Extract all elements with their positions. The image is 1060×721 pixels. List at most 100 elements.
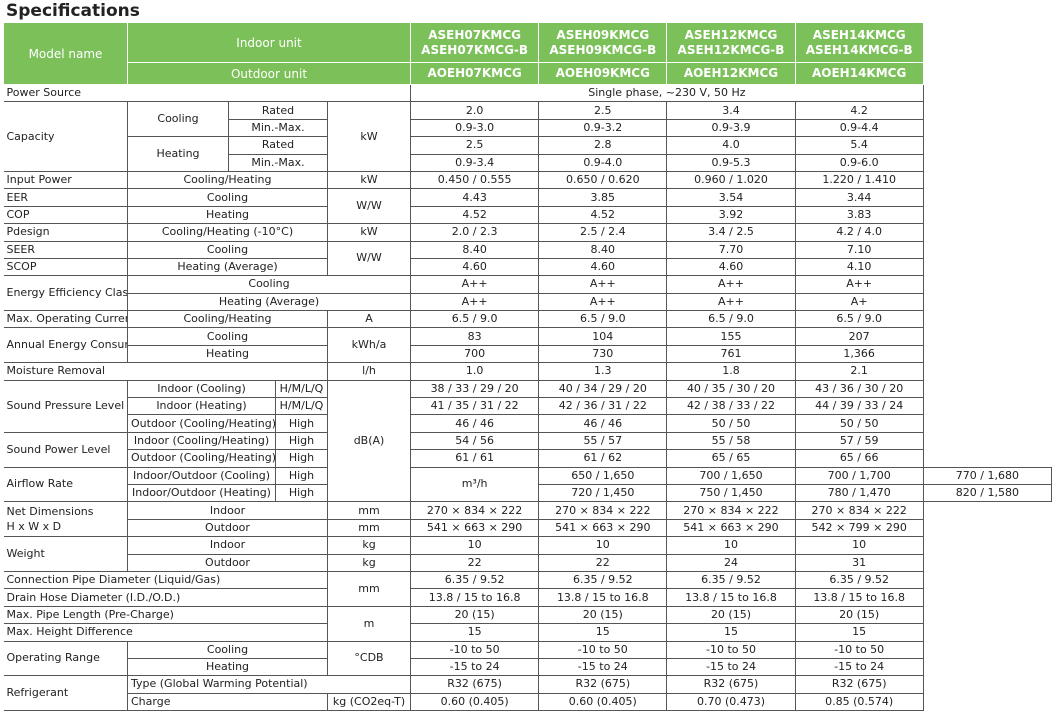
spec-value: 4.60 [410,257,540,277]
row-label: Min.-Max. [228,118,328,138]
row-label: Heating [127,205,328,225]
row-label: Cooling [127,640,328,659]
row-label: Power Source [3,83,412,103]
table-row: Outdoor mm 541 × 663 × 290 541 × 663 × 290 5… [4,518,1052,538]
row-label: Indoor (Heating) [127,397,276,416]
spec-value: 6.35 / 9.52 [666,570,796,590]
row-label: Heating [127,657,328,677]
table-row: Energy Efficiency Class Cooling A++ A++ A++ A… [3,275,1052,312]
row-label: Max. Operating Current [3,310,128,329]
spec-value: 730 [538,344,668,364]
spec-value: 3.4 [666,101,796,120]
table-row: Weight Indoor kg 10 10 10 10 [3,536,1052,572]
spec-value: 44 / 39 / 33 / 24 [794,397,924,416]
spec-value: 2.0 / 2.3 [410,223,540,242]
spec-value: 40 / 34 / 29 / 20 [538,379,668,399]
spec-value: 13.8 / 15 to 16.8 [794,588,924,607]
row-label: dB(A) [326,379,412,503]
table-row: Sound Power Level Indoor (Cooling/Heating… [3,431,1052,468]
row-label: Indoor/Outdoor (Cooling) [127,466,276,485]
spec-value: 1.8 [666,362,796,381]
spec-value: 0.70 (0.473) [666,692,796,712]
spec-value: 2.5 / 2.4 [538,223,668,242]
spec-value: 270 × 834 × 222 [794,501,924,520]
spec-value: 104 [538,327,668,346]
spec-value: Single phase, ~230 V, 50 Hz [410,83,924,103]
row-label: Min.-Max. [228,153,328,172]
row-label: High [275,449,328,468]
row-label: kWh/a [326,327,412,364]
spec-value: A++ [410,292,540,312]
spec-value: 0.960 / 1.020 [666,170,796,190]
outdoor-unit-header: Outdoor unit [126,62,412,85]
row-label: Cooling [127,327,328,346]
spec-value: 20 (15) [666,605,796,625]
spec-value: 4.43 [410,188,540,207]
table-row: Connection Pipe Diameter (Liquid/Gas) mm 6… [3,570,1052,607]
row-label: Outdoor (Cooling/Heating) [127,414,276,433]
row-label: SEER [3,240,128,259]
row-label: Weight [3,536,128,572]
table-row: Max. Height Difference 15 15 15 15 [3,623,1052,642]
row-label: Outdoor [127,553,328,572]
spec-value: 2.0 [410,101,540,120]
spec-value: 6.5 / 9.0 [410,310,540,329]
spec-value: 4.60 [666,257,796,277]
spec-value: 1.3 [538,362,668,381]
table-row: Operating Range Cooling °CDB -10 to 50 -10 t… [3,640,1052,677]
spec-value: 542 × 799 × 290 [794,518,924,538]
spec-value: 57 / 59 [794,431,924,451]
row-label: High [275,414,328,433]
table-row: Net Dimensions H x W x D Indoor mm 270 × 83… [3,501,1052,538]
table-row: Outdoor kg 22 22 24 31 [4,553,1052,572]
spec-value: A++ [538,275,668,294]
table-row: Heating 700 730 761 1,366 [4,344,1052,364]
row-label: W/W [326,188,412,225]
spec-value: -10 to 50 [794,640,924,659]
spec-value: 4.60 [538,257,668,277]
table-row: Min.-Max. 0.9-3.4 0.9-4.0 0.9-5.3 0.9-6.0 [4,153,1052,172]
spec-value: 55 / 57 [538,431,668,451]
row-label: °CDB [326,640,412,677]
spec-value: 0.9-5.3 [666,153,796,172]
indoor-unit-header: Indoor unit [126,22,412,63]
table-row: SEER Cooling W/W 8.40 8.40 7.70 7.10 [3,240,1052,277]
spec-value: 8.40 [410,240,540,259]
row-label: Net Dimensions H x W x D [3,501,128,538]
outdoor-model: AOEH14KMCG [794,62,924,85]
row-label: SCOP [3,257,128,277]
indoor-model: ASEH07KMCG ASEH07KMCG-B [410,22,540,63]
spec-value: 22 [538,553,668,572]
spec-value: 5.4 [794,136,924,155]
spec-value: 20 (15) [794,605,924,625]
spec-value: 46 / 46 [538,414,668,433]
spec-value: 4.0 [666,136,796,155]
row-label: H/M/L/Q [275,397,328,416]
row-label: A [326,310,412,329]
spec-value: 650 / 1,650 [538,466,668,485]
spec-value: A++ [410,275,540,294]
row-label: Connection Pipe Diameter (Liquid/Gas) [3,570,328,590]
spec-value: 1.220 / 1.410 [794,170,924,190]
spec-value: 13.8 / 15 to 16.8 [538,588,668,607]
row-label: l/h [326,362,412,381]
row-label: Indoor (Cooling/Heating) [127,431,276,451]
spec-value: 15 [794,623,924,642]
spec-value: 54 / 56 [410,431,540,451]
spec-value: 20 (15) [410,605,540,625]
row-label: H/M/L/Q [275,379,328,399]
spec-value: -10 to 50 [410,640,540,659]
row-label: Cooling/Heating [127,170,328,190]
spec-value: 700 [410,344,540,364]
spec-value: 38 / 33 / 29 / 20 [410,379,540,399]
spec-value: 6.35 / 9.52 [794,570,924,590]
row-label: Heating [127,344,328,364]
spec-value: 15 [410,623,540,642]
spec-value: 10 [666,536,796,555]
row-label: m³/h [410,466,540,503]
row-label: EER [3,188,128,207]
spec-value: 41 / 35 / 31 / 22 [410,397,540,416]
table-row: Pdesign Cooling/Heating (-10°C) kW 2.0 / 2.… [3,223,1052,242]
row-label: Rated [228,101,328,120]
spec-value: 270 × 834 × 222 [410,501,540,520]
